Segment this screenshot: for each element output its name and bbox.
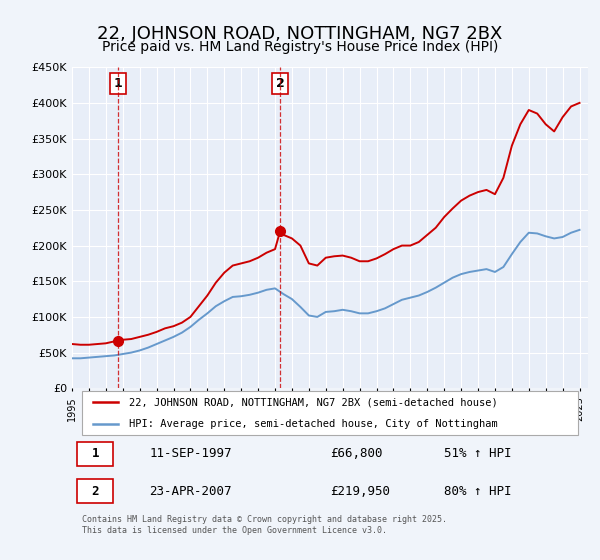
- FancyBboxPatch shape: [77, 442, 113, 466]
- Text: £66,800: £66,800: [330, 447, 383, 460]
- FancyBboxPatch shape: [82, 391, 578, 435]
- Text: 23-APR-2007: 23-APR-2007: [149, 484, 232, 497]
- Text: £219,950: £219,950: [330, 484, 390, 497]
- Text: 2: 2: [276, 77, 284, 90]
- Text: Price paid vs. HM Land Registry's House Price Index (HPI): Price paid vs. HM Land Registry's House …: [102, 40, 498, 54]
- Text: 11-SEP-1997: 11-SEP-1997: [149, 447, 232, 460]
- Text: 2: 2: [91, 484, 99, 497]
- Text: 22, JOHNSON ROAD, NOTTINGHAM, NG7 2BX (semi-detached house): 22, JOHNSON ROAD, NOTTINGHAM, NG7 2BX (s…: [129, 397, 497, 407]
- Text: 1: 1: [91, 447, 99, 460]
- Text: 22, JOHNSON ROAD, NOTTINGHAM, NG7 2BX: 22, JOHNSON ROAD, NOTTINGHAM, NG7 2BX: [97, 25, 503, 43]
- Text: 80% ↑ HPI: 80% ↑ HPI: [443, 484, 511, 497]
- Text: 51% ↑ HPI: 51% ↑ HPI: [443, 447, 511, 460]
- Text: HPI: Average price, semi-detached house, City of Nottingham: HPI: Average price, semi-detached house,…: [129, 419, 497, 429]
- FancyBboxPatch shape: [77, 479, 113, 503]
- Text: Contains HM Land Registry data © Crown copyright and database right 2025.
This d: Contains HM Land Registry data © Crown c…: [82, 515, 448, 535]
- Text: 1: 1: [113, 77, 122, 90]
